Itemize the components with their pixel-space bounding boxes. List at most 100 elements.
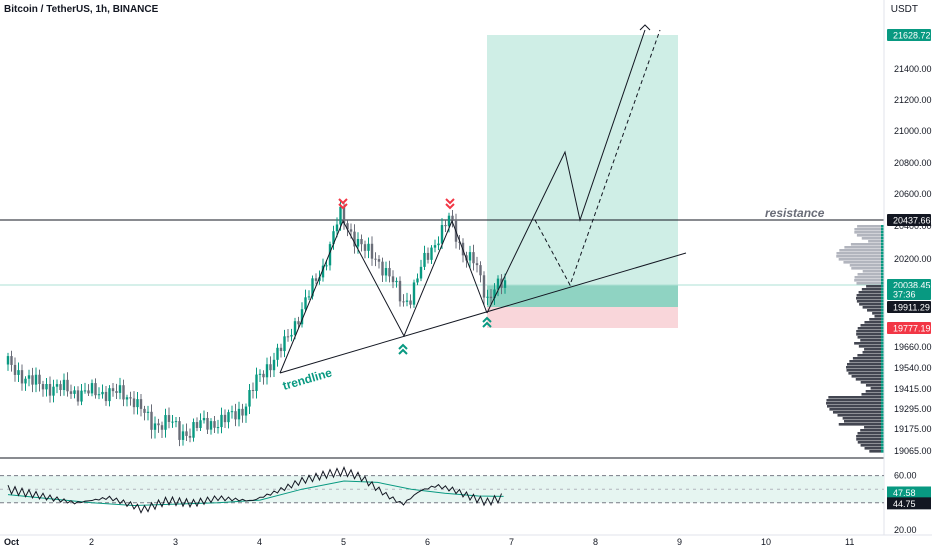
volume-profile-bar: [837, 414, 884, 417]
rsi-tick-label: 20.00: [894, 525, 917, 535]
candle-body: [136, 399, 139, 408]
volume-profile-edge: [881, 360, 884, 363]
candle-body: [440, 225, 444, 244]
trendline-label: trendline: [281, 365, 334, 393]
price-tick-label: 19660.00: [894, 342, 932, 352]
volume-profile-bar: [856, 435, 884, 438]
volume-profile-bar: [836, 252, 884, 255]
time-tick-label: 5: [341, 537, 346, 547]
candle-body: [80, 390, 83, 402]
candle-body: [444, 225, 447, 227]
volume-profile-bar: [860, 381, 884, 384]
candle-body: [388, 268, 391, 277]
volume-profile-edge: [881, 420, 884, 423]
time-tick-label: 6: [425, 537, 430, 547]
volume-profile-bar: [832, 411, 884, 414]
volume-profile-bar: [869, 450, 884, 453]
rsi-current-label: 47.58: [893, 488, 916, 498]
volume-profile-edge: [881, 276, 884, 279]
candle-body: [251, 389, 255, 392]
candle-body: [6, 356, 10, 365]
candle-body: [216, 427, 220, 429]
volume-profile-edge: [881, 375, 884, 378]
candle-body: [90, 383, 94, 394]
volume-profile-bar: [864, 348, 884, 351]
candle-body: [202, 417, 206, 421]
volume-profile-edge: [881, 414, 884, 417]
time-tick-label: 3: [173, 537, 178, 547]
candle-body: [213, 421, 216, 428]
volume-profile-bar: [854, 231, 884, 234]
candle-body: [269, 364, 272, 371]
volume-profile-edge: [881, 417, 884, 420]
volume-profile-bar: [864, 426, 884, 429]
candle-body: [59, 384, 62, 391]
volume-profile-bar: [849, 264, 884, 267]
candle-body: [419, 266, 423, 279]
candle-body: [220, 414, 223, 428]
candle-body: [402, 301, 405, 303]
price-tick-label: 20800.00: [894, 158, 932, 168]
projection-dashed: [534, 29, 661, 287]
volume-profile-edge: [881, 372, 884, 375]
candle-body: [356, 238, 360, 247]
candle-body: [339, 206, 342, 225]
candle-body: [157, 423, 160, 426]
price-tick-label: 21200.00: [894, 95, 932, 105]
candle-body: [496, 278, 500, 290]
volume-profile-bar: [826, 399, 884, 402]
volume-profile-edge: [881, 381, 884, 384]
volume-profile-edge: [881, 252, 884, 255]
candle-body: [164, 415, 167, 430]
bottom-marker-1-chevron: [398, 348, 408, 355]
volume-profile-bar: [838, 423, 884, 426]
candle-body: [297, 321, 300, 325]
candle-body: [258, 373, 262, 375]
candle-body: [374, 258, 377, 260]
volume-profile-edge: [881, 225, 884, 228]
projection-arrowhead: [639, 24, 651, 31]
volume-profile-bar: [844, 246, 884, 249]
volume-profile-edge: [881, 288, 884, 291]
volume-profile-bar: [860, 324, 884, 327]
volume-profile-bar: [856, 297, 884, 300]
bottom-marker-2-chevron: [482, 316, 492, 323]
time-tick-label: 8: [593, 537, 598, 547]
volume-profile-edge: [881, 399, 884, 402]
volume-profile-bar: [846, 366, 884, 369]
price-badge-label: 20038.45: [893, 281, 931, 291]
candle-body: [195, 422, 199, 428]
candle-body: [125, 397, 129, 400]
candle-body: [223, 414, 227, 423]
volume-profile-bar: [849, 360, 884, 363]
volume-profile-bar: [827, 405, 884, 408]
top-marker-1: [338, 198, 348, 210]
candle-body: [244, 406, 248, 416]
volume-profile-edge: [881, 447, 884, 450]
candle-body: [181, 431, 185, 440]
volume-profile-edge: [881, 327, 884, 330]
candle-body: [265, 364, 269, 378]
rsi-current-badge: [887, 486, 931, 499]
volume-profile-edge: [881, 423, 884, 426]
candle-body: [482, 275, 486, 298]
volume-profile-bar: [858, 291, 884, 294]
volume-profile-bar: [857, 327, 884, 330]
candle-body: [104, 391, 108, 402]
candle-body: [10, 356, 13, 365]
candle-body: [475, 263, 479, 266]
volume-profile-bar: [867, 309, 884, 312]
volume-profile-bar: [828, 396, 884, 399]
price-badge-label: 21628.72: [893, 31, 931, 41]
candle-body: [262, 373, 265, 378]
top-marker-2-chevron: [445, 203, 455, 210]
price-badge: [887, 214, 931, 226]
volume-profile-bar: [865, 390, 884, 393]
candle-body: [118, 385, 122, 393]
candle-body: [111, 388, 115, 392]
volume-profile-edge: [881, 267, 884, 270]
volume-profile-edge: [881, 429, 884, 432]
candle-body: [314, 278, 318, 281]
candle-body: [48, 384, 52, 396]
